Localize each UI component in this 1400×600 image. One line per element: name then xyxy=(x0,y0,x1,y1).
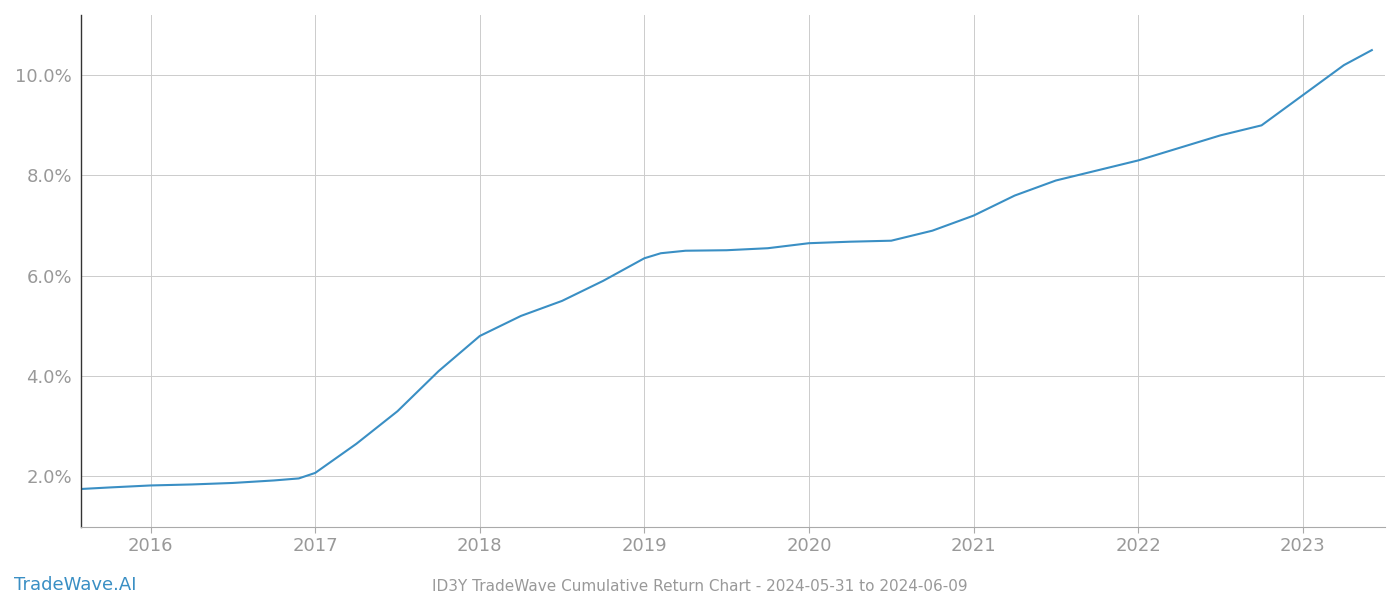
Text: ID3Y TradeWave Cumulative Return Chart - 2024-05-31 to 2024-06-09: ID3Y TradeWave Cumulative Return Chart -… xyxy=(433,579,967,594)
Text: TradeWave.AI: TradeWave.AI xyxy=(14,576,137,594)
